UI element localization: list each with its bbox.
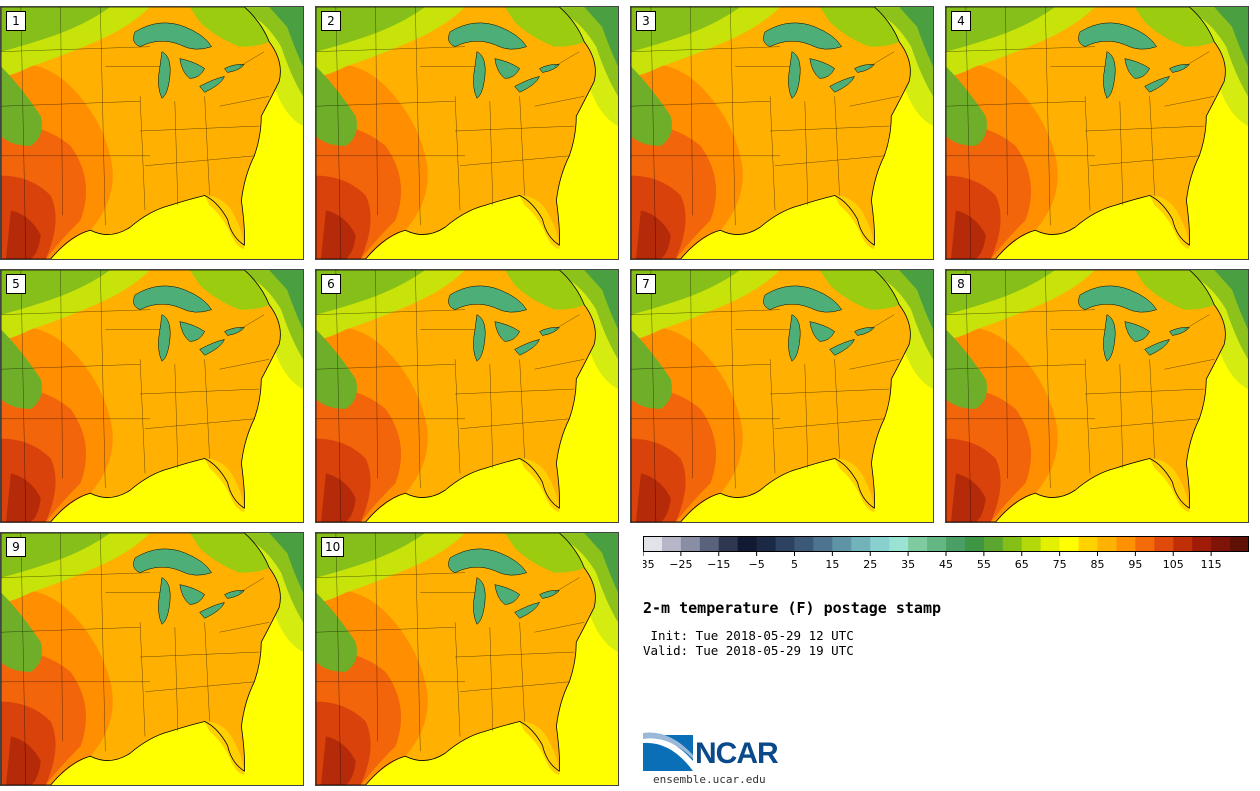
panel-label: 2 <box>321 11 341 31</box>
colorbar-tick-label: 25 <box>863 558 877 571</box>
colorbar-swatch <box>1211 536 1231 552</box>
logo-url: ensemble.ucar.edu <box>653 773 766 786</box>
panel-label: 8 <box>951 274 971 294</box>
colorbar-swatch <box>737 536 758 552</box>
colorbar-swatch <box>1097 536 1117 552</box>
colorbar-tick-label: 65 <box>1015 558 1029 571</box>
map-panel: 5 <box>0 269 304 523</box>
map-panel: 3 <box>630 6 934 260</box>
colorbar-swatch <box>1192 536 1212 552</box>
temperature-map <box>1 533 303 785</box>
colorbar-swatch <box>775 536 795 552</box>
colorbar-tick-label: 95 <box>1128 558 1142 571</box>
colorbar-swatch <box>851 536 871 552</box>
panel-label: 5 <box>6 274 26 294</box>
temperature-map <box>316 7 618 259</box>
colorbar-swatch <box>1154 536 1174 552</box>
temperature-map <box>631 270 933 522</box>
colorbar-tick-label: 5 <box>791 558 798 571</box>
temperature-map <box>1 7 303 259</box>
colorbar-swatch <box>643 536 663 552</box>
panel-label: 6 <box>321 274 341 294</box>
temperature-map <box>946 7 1248 259</box>
temperature-map <box>1 270 303 522</box>
colorbar-swatch <box>1059 536 1080 552</box>
colorbar-swatch <box>661 536 682 552</box>
colorbar-tick-label: −5 <box>749 558 765 571</box>
colorbar-swatch <box>1040 536 1061 552</box>
map-panel: 7 <box>630 269 934 523</box>
colorbar-tick-label: 55 <box>977 558 991 571</box>
panel-label: 9 <box>6 537 26 557</box>
colorbar-frame <box>643 536 1249 552</box>
map-panel: 4 <box>945 6 1249 260</box>
panel-label: 10 <box>321 537 345 557</box>
colorbar-swatch <box>1078 536 1098 552</box>
colorbar-swatch <box>946 536 966 552</box>
logo-brand: NCAR <box>695 737 779 770</box>
temperature-map <box>316 270 618 522</box>
temperature-map <box>631 7 933 259</box>
colorbar-swatch <box>680 536 701 552</box>
chart-title: 2-m temperature (F) postage stamp <box>643 599 942 617</box>
colorbar: −35 −25 −15 −5 5 15 25 35 45 55 65 75 85 95 105 115 <box>643 536 1249 571</box>
colorbar-tick-label: −25 <box>669 558 692 571</box>
temperature-map <box>316 533 618 785</box>
colorbar-swatch <box>718 536 739 552</box>
colorbar-swatch <box>1021 536 1042 552</box>
colorbar-swatch <box>1230 536 1249 552</box>
map-panel: 8 <box>945 269 1249 523</box>
ncar-logo: NCAR ensemble.ucar.edu <box>643 731 793 791</box>
colorbar-tick-label: 85 <box>1091 558 1105 571</box>
colorbar-swatch <box>908 536 928 552</box>
colorbar-swatch <box>699 536 720 552</box>
temperature-map <box>946 270 1248 522</box>
colorbar-tick-label: −35 <box>643 558 655 571</box>
colorbar-swatch <box>889 536 909 552</box>
colorbar-swatch <box>1135 536 1155 552</box>
colorbar-swatch <box>1116 536 1136 552</box>
map-panel: 10 <box>315 532 619 786</box>
colorbar-swatch <box>927 536 947 552</box>
valid-time: Valid: Tue 2018-05-29 19 UTC <box>643 643 854 658</box>
colorbar-swatch <box>964 536 985 552</box>
colorbar-tick-label: 115 <box>1201 558 1222 571</box>
colorbar-swatch <box>813 536 833 552</box>
panel-label: 3 <box>636 11 656 31</box>
colorbar-tick-label: 105 <box>1163 558 1184 571</box>
panel-label: 1 <box>6 11 26 31</box>
colorbar-tick-label: 15 <box>825 558 839 571</box>
colorbar-swatch <box>870 536 890 552</box>
panel-label: 7 <box>636 274 656 294</box>
map-panel: 9 <box>0 532 304 786</box>
panel-label: 4 <box>951 11 971 31</box>
colorbar-tick-label: 45 <box>939 558 953 571</box>
colorbar-swatch <box>794 536 814 552</box>
map-panel: 1 <box>0 6 304 260</box>
colorbar-tick-label: −15 <box>707 558 730 571</box>
colorbar-swatch <box>1173 536 1193 552</box>
colorbar-tick-label: 35 <box>901 558 915 571</box>
colorbar-swatch <box>756 536 777 552</box>
init-time: Init: Tue 2018-05-29 12 UTC <box>643 628 854 643</box>
colorbar-swatch <box>832 536 852 552</box>
colorbar-swatch <box>983 536 1004 552</box>
map-panel: 2 <box>315 6 619 260</box>
ncar-logo-icon <box>643 732 693 771</box>
colorbar-tick-label: 75 <box>1053 558 1067 571</box>
map-panel: 6 <box>315 269 619 523</box>
colorbar-swatch <box>1002 536 1023 552</box>
